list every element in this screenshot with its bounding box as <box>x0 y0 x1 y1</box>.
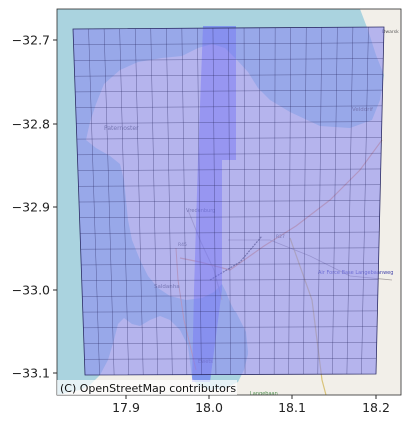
y-tick-label: −32.7 <box>12 33 50 48</box>
grid-line <box>75 89 383 93</box>
x-tick-label: 17.9 <box>112 400 140 415</box>
place-label: Langebaan <box>250 391 278 397</box>
x-tick-label: 18.1 <box>278 400 306 415</box>
grid-line <box>83 326 378 329</box>
grid-line <box>74 58 384 61</box>
grid-line <box>82 294 378 297</box>
grid-line <box>79 216 380 218</box>
y-tick-label: −33.0 <box>12 283 50 298</box>
grid-line <box>75 105 383 108</box>
grid-line <box>78 200 381 203</box>
grid-line <box>81 279 379 281</box>
grid-line <box>82 310 378 313</box>
attribution-box: (C) OpenStreetMap contributors <box>57 380 237 395</box>
grid-line <box>80 231 380 234</box>
x-tick-label: 18.0 <box>195 400 223 415</box>
grid-line <box>80 247 379 250</box>
grid-line <box>76 121 382 124</box>
axis-ticks: 17.9 18.0 18.1 18.2 −32.7 −32.8 −32.9 −33.0 −33.… <box>12 33 390 416</box>
grid-line <box>77 168 381 171</box>
grid-outline <box>72 26 385 376</box>
y-tick-label: −33.1 <box>12 366 50 381</box>
grid-line <box>84 358 377 360</box>
grid-polygon <box>72 26 385 376</box>
grid-line <box>81 263 379 266</box>
grid-line <box>76 137 382 140</box>
grid-line <box>74 74 383 77</box>
place-label: Dwarsk <box>382 29 399 35</box>
x-tick-label: 18.2 <box>362 400 390 415</box>
y-tick-label: −32.9 <box>12 200 50 215</box>
attribution-text: (C) OpenStreetMap contributors <box>60 382 236 395</box>
grid-line <box>77 152 382 156</box>
grid-line <box>73 42 384 45</box>
grid-line <box>83 342 377 344</box>
y-tick-label: −32.8 <box>12 117 50 132</box>
map-area[interactable]: PaternosterVredenburgSaldanhaLangebaanVe… <box>57 9 401 397</box>
grid-line <box>78 184 381 187</box>
